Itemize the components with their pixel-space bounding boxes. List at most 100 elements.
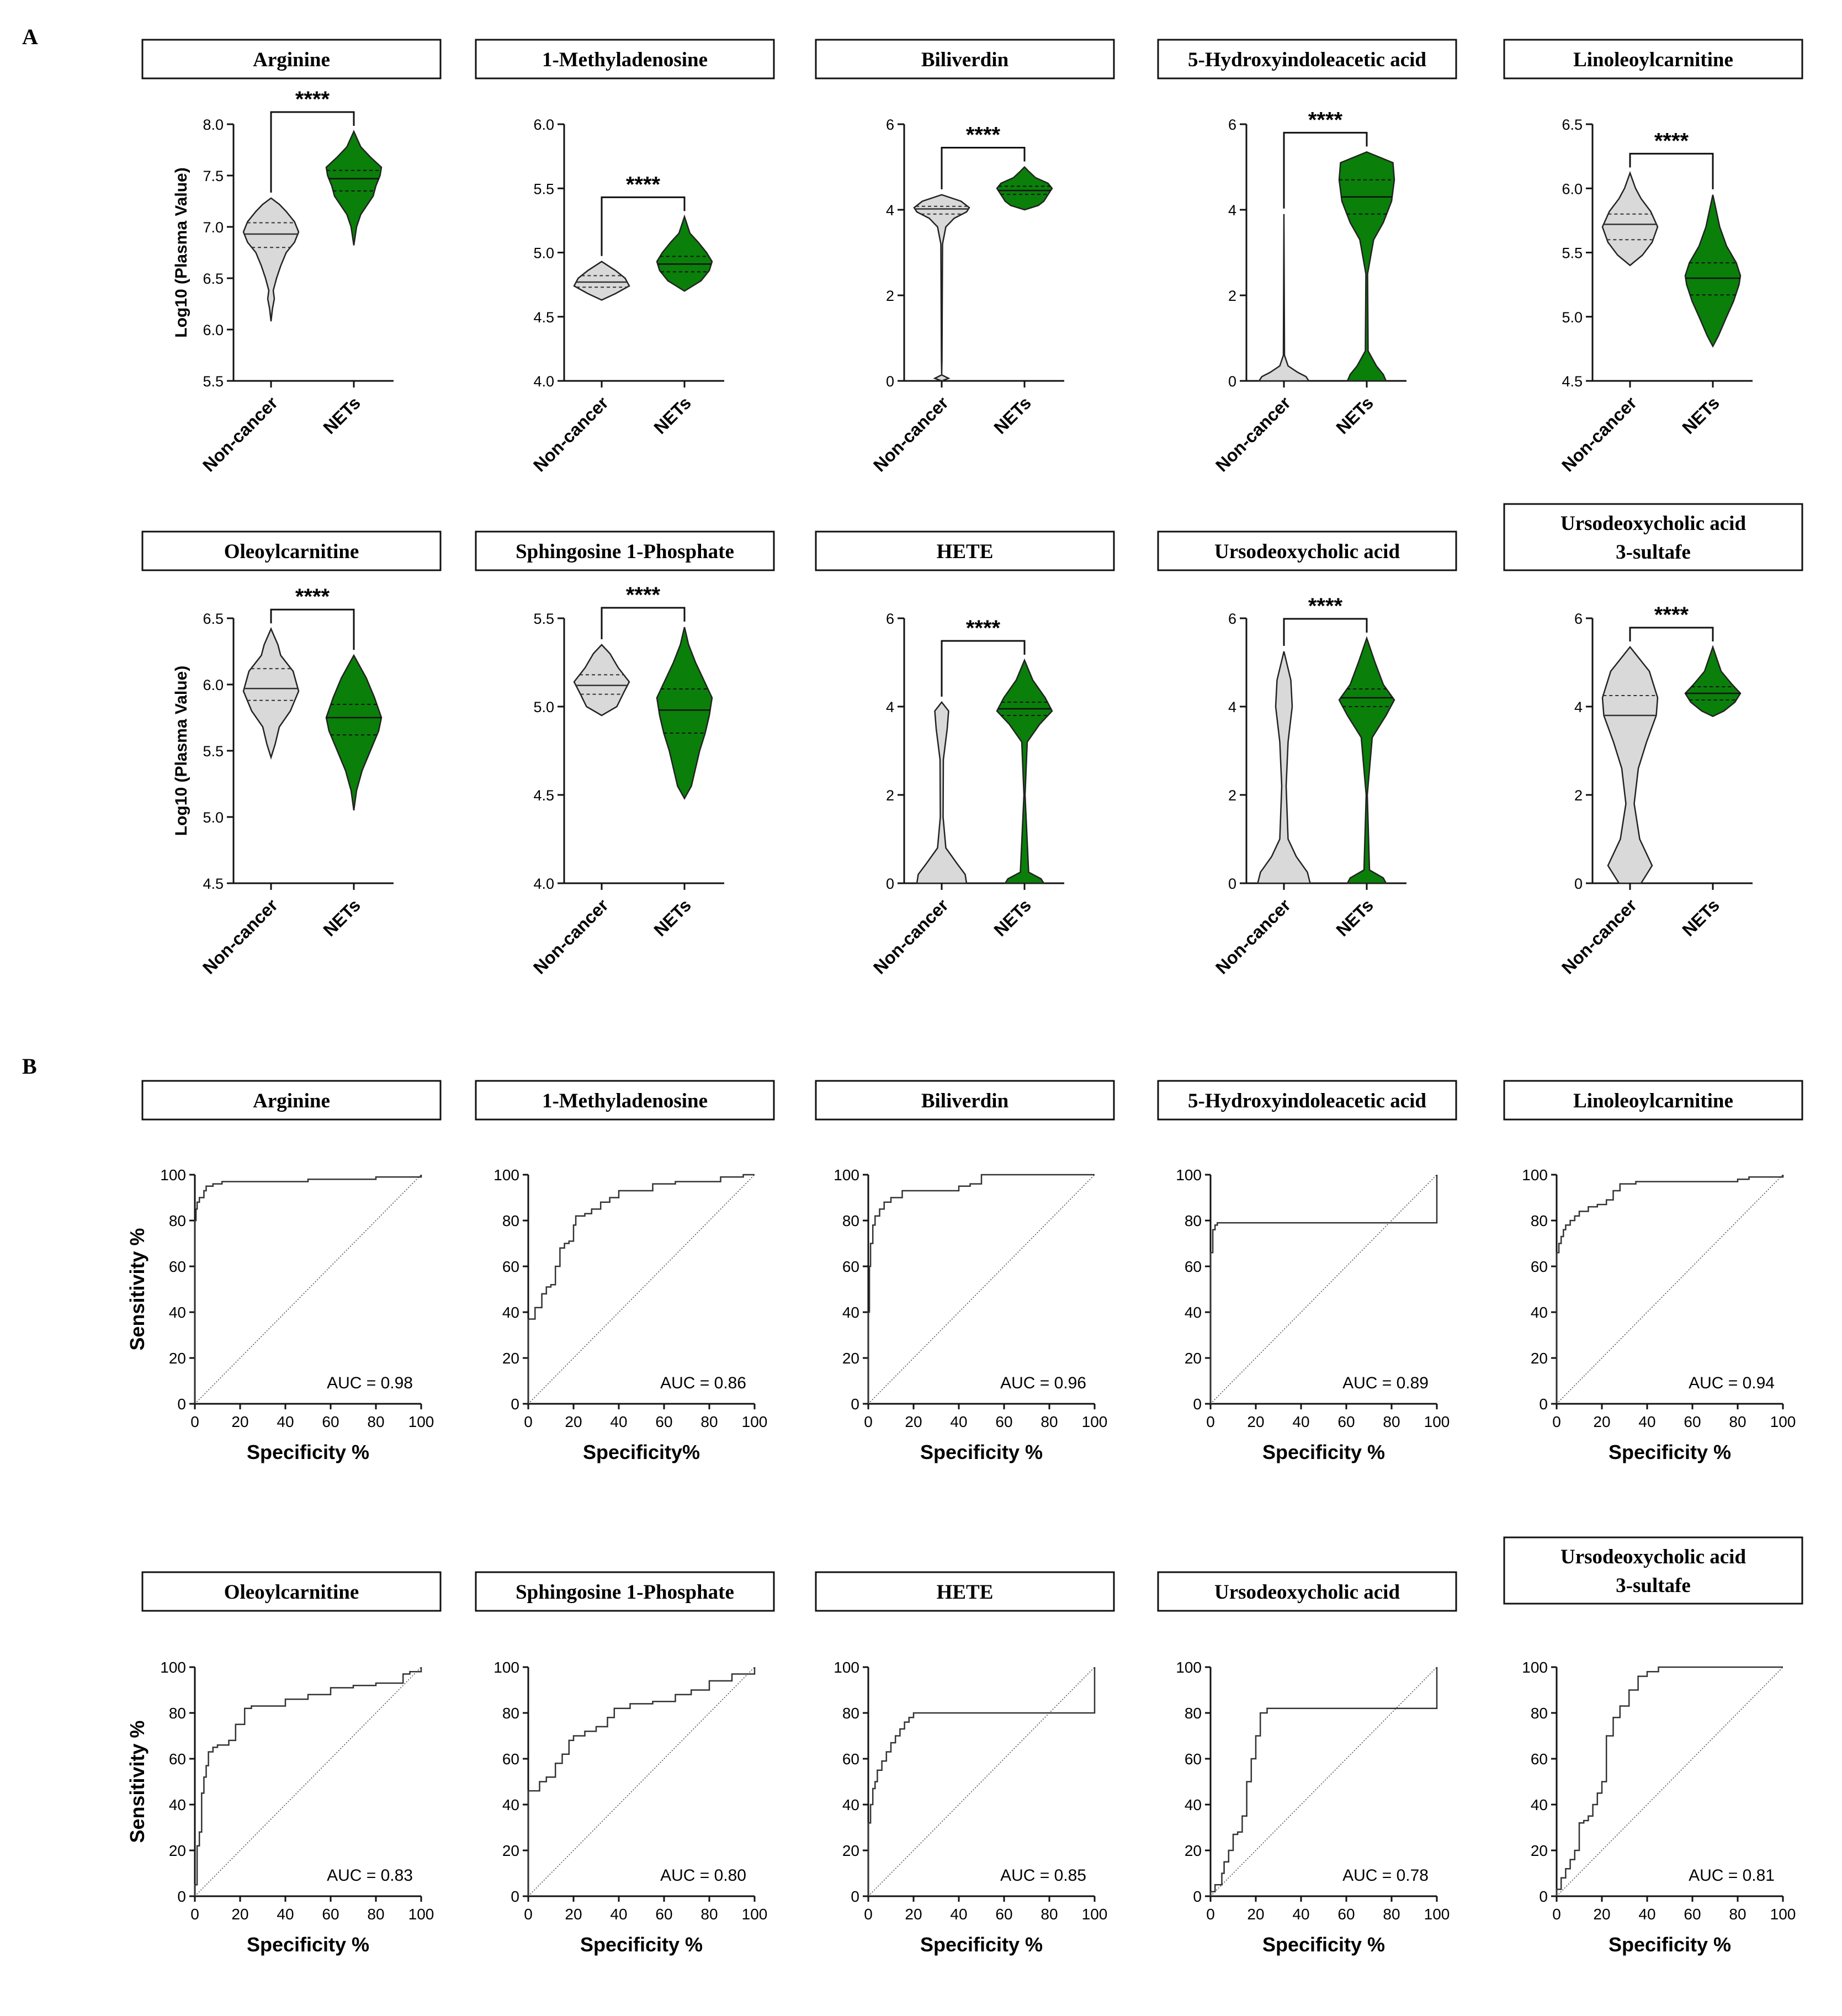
chart-title: 5-Hydroxyindoleacetic acid: [1188, 1090, 1426, 1112]
y-tick-label: 6.0: [533, 116, 554, 133]
significance-bracket: [1283, 618, 1368, 646]
y-tick-label: 80: [502, 1705, 519, 1722]
y-tick-label: 100: [160, 1166, 186, 1184]
chart-title-box: Ursodeoxycholic acid: [1157, 1571, 1457, 1612]
y-tick-label: 4.5: [1562, 373, 1583, 390]
x-tick-label: 40: [1638, 1906, 1655, 1923]
panel-label-a: A: [22, 24, 38, 49]
violin-chart: 4.5 5.0 5.5 6.0 6.5 Non-cancer NETs ****: [1558, 116, 1753, 475]
x-tick-label: 40: [1292, 1413, 1309, 1430]
y-tick-label: 0: [851, 1396, 859, 1413]
y-tick-label: 8.0: [203, 116, 224, 133]
auc-label: AUC = 0.89: [1342, 1374, 1429, 1392]
violin-chart: 4.0 4.5 5.0 5.5 Non-cancer NETs ****: [529, 583, 724, 978]
x-tick-label: NETs: [319, 392, 364, 438]
significance-stars: ****: [1654, 129, 1689, 153]
roc-curve: [1209, 1175, 1438, 1404]
roc-chart: 00 20 20 40 40 60 60 80 80 100 100 Specificity % AUC…: [1176, 1659, 1450, 1956]
chart-title: Sphingosine 1-Phosphate: [516, 540, 734, 563]
y-tick-label: 0: [1574, 876, 1583, 892]
y-tick-label: 6: [886, 611, 894, 627]
x-tick-label: 60: [995, 1413, 1012, 1430]
x-axis-label: Specificity %: [1609, 1933, 1731, 1956]
x-tick-label: 80: [1729, 1413, 1746, 1430]
x-tick-label: 20: [1247, 1906, 1264, 1923]
y-tick-label: 6.5: [1562, 116, 1583, 133]
roc-curve: [867, 1174, 1095, 1404]
reference-diagonal: [868, 1667, 1095, 1897]
chart-title: Ursodeoxycholic acid: [1214, 1581, 1400, 1604]
violin-nets: [325, 654, 383, 811]
auc-label: AUC = 0.86: [660, 1374, 746, 1392]
y-tick-label: 20: [169, 1842, 186, 1859]
violin-noncancer: [573, 644, 630, 717]
x-tick-label: 100: [1424, 1906, 1450, 1923]
violin-nets: [1684, 645, 1742, 717]
roc-curve: [1556, 1666, 1783, 1896]
y-tick-label: 100: [1522, 1659, 1548, 1676]
reference-diagonal: [194, 1667, 422, 1897]
x-tick-label: 0: [524, 1413, 533, 1430]
chart-title: Oleoylcarnitine: [224, 1581, 359, 1604]
auc-label: AUC = 0.80: [660, 1866, 746, 1885]
y-tick-label: 60: [842, 1258, 859, 1275]
chart-title: Linoleoylcarnitine: [1573, 49, 1733, 71]
y-tick-label: 0: [1228, 876, 1236, 892]
x-tick-label: 20: [565, 1413, 582, 1430]
y-tick-label: 80: [1531, 1705, 1548, 1722]
chart-title: HETE: [937, 1581, 994, 1604]
x-tick-label: NETs: [1332, 895, 1377, 940]
y-tick-label: 0: [1193, 1888, 1202, 1905]
y-tick-label: 5.5: [203, 743, 224, 760]
x-tick-label: 100: [1424, 1413, 1450, 1430]
chart-title-box: 5-Hydroxyindoleacetic acid: [1157, 1080, 1457, 1121]
significance-stars: ****: [626, 583, 661, 607]
y-tick-label: 20: [842, 1842, 859, 1859]
x-axis-label: Specificity %: [920, 1933, 1043, 1956]
auc-label: AUC = 0.78: [1342, 1866, 1429, 1885]
violin-nets: [656, 214, 713, 292]
y-tick-label: 100: [834, 1659, 859, 1676]
chart-title: Biliverdin: [921, 1090, 1009, 1112]
chart-title-box: Biliverdin: [815, 1080, 1115, 1121]
significance-bracket: [601, 196, 686, 256]
y-tick-label: 40: [1531, 1796, 1548, 1813]
y-tick-label: 20: [502, 1842, 519, 1859]
auc-label: AUC = 0.94: [1689, 1374, 1775, 1392]
chart-title: 1-Methyladenosine: [542, 49, 708, 71]
x-tick-label: 40: [1638, 1413, 1655, 1430]
x-tick-label: 40: [610, 1413, 627, 1430]
violin-chart: 5.5 6.0 6.5 7.0 7.5 8.0 Log10 (Plasma Value) No…: [172, 87, 394, 475]
y-tick-label: 5.0: [533, 699, 554, 715]
x-tick-label: 80: [1041, 1413, 1058, 1430]
reference-diagonal: [868, 1174, 1095, 1404]
y-tick-label: 80: [1185, 1212, 1202, 1229]
title-frame: [1157, 530, 1457, 571]
y-tick-label: 0: [1193, 1396, 1202, 1413]
violin-nets: [996, 658, 1053, 884]
chart-title: Oleoylcarnitine: [224, 540, 359, 563]
auc-label: AUC = 0.81: [1689, 1866, 1775, 1885]
title-frame: [1157, 1080, 1457, 1121]
chart-title: Sphingosine 1-Phosphate: [516, 1581, 734, 1604]
y-tick-label: 0: [511, 1396, 519, 1413]
y-tick-label: 80: [1531, 1212, 1548, 1229]
y-tick-label: 80: [842, 1212, 859, 1229]
y-tick-label: 4.5: [203, 876, 224, 892]
auc-label: AUC = 0.96: [1000, 1374, 1086, 1392]
auc-label: AUC = 0.83: [327, 1866, 413, 1885]
y-tick-label: 20: [1531, 1842, 1548, 1859]
x-tick-label: Non-cancer: [869, 895, 952, 978]
x-axis-label: Specificity%: [583, 1441, 700, 1463]
violin-chart: 0 2 4 6 Non-cancer NETs ****: [869, 116, 1064, 475]
x-tick-label: NETs: [990, 895, 1035, 940]
y-tick-label: 80: [502, 1212, 519, 1229]
roc-chart: 00 20 20 40 40 60 60 80 80 100 100 Specificity % AUC…: [834, 1166, 1107, 1463]
auc-label: AUC = 0.85: [1000, 1866, 1086, 1885]
y-tick-label: 60: [169, 1258, 186, 1275]
roc-chart: 00 20 20 40 40 60 60 80 80 100 100 Specificity % AUC…: [493, 1659, 767, 1956]
x-tick-label: Non-cancer: [199, 895, 282, 978]
reference-diagonal: [1556, 1174, 1783, 1404]
title-frame: [141, 39, 442, 79]
x-tick-label: 0: [524, 1906, 533, 1923]
